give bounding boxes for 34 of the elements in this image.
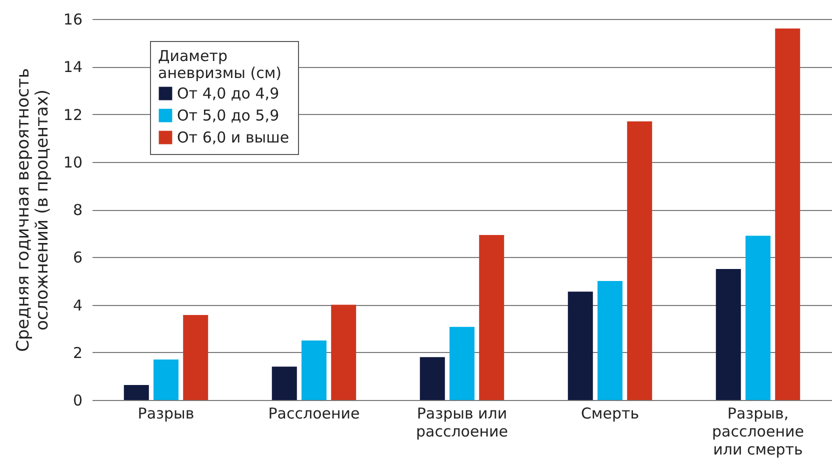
x-tick-label: Расслоение xyxy=(268,404,360,422)
bar xyxy=(479,234,504,400)
legend-label: От 4,0 до 4,9 xyxy=(177,84,280,102)
legend-title: Диаметр аневризмы (см) xyxy=(158,47,282,82)
bar xyxy=(154,360,178,400)
legend-label: От 5,0 до 5,9 xyxy=(177,106,280,124)
y-tick-label: 2 xyxy=(72,344,82,362)
bar xyxy=(420,357,445,400)
y-tick-label: 16 xyxy=(63,10,82,28)
bar xyxy=(302,340,326,400)
x-tick-label: Разрыв или расслоение xyxy=(416,404,508,440)
x-tick-label: Смерть xyxy=(580,404,640,422)
y-tick-label: 4 xyxy=(72,296,82,314)
bar xyxy=(183,314,208,400)
bar xyxy=(272,366,297,400)
bar xyxy=(598,280,622,400)
bar xyxy=(331,304,356,400)
bar xyxy=(746,236,770,400)
bar xyxy=(627,121,652,400)
bar xyxy=(775,28,800,400)
legend-label: От 6,0 и выше xyxy=(177,128,290,146)
y-tick-label: 0 xyxy=(72,392,82,410)
y-tick-label: 8 xyxy=(72,201,82,219)
y-tick-label: 12 xyxy=(63,106,82,124)
bar xyxy=(716,269,741,400)
y-tick-label: 10 xyxy=(63,153,82,172)
x-tick-label: Разрыв, расслоение или смерть xyxy=(712,404,804,458)
y-tick-label: 14 xyxy=(63,58,82,76)
x-tick-label: Разрыв xyxy=(138,404,194,422)
y-tick-label: 6 xyxy=(72,248,82,267)
bar xyxy=(450,326,474,400)
y-axis-title: Средняя годичная вероятность осложнений (в процентах) xyxy=(13,68,52,352)
bar xyxy=(124,385,149,400)
bar xyxy=(568,292,593,400)
